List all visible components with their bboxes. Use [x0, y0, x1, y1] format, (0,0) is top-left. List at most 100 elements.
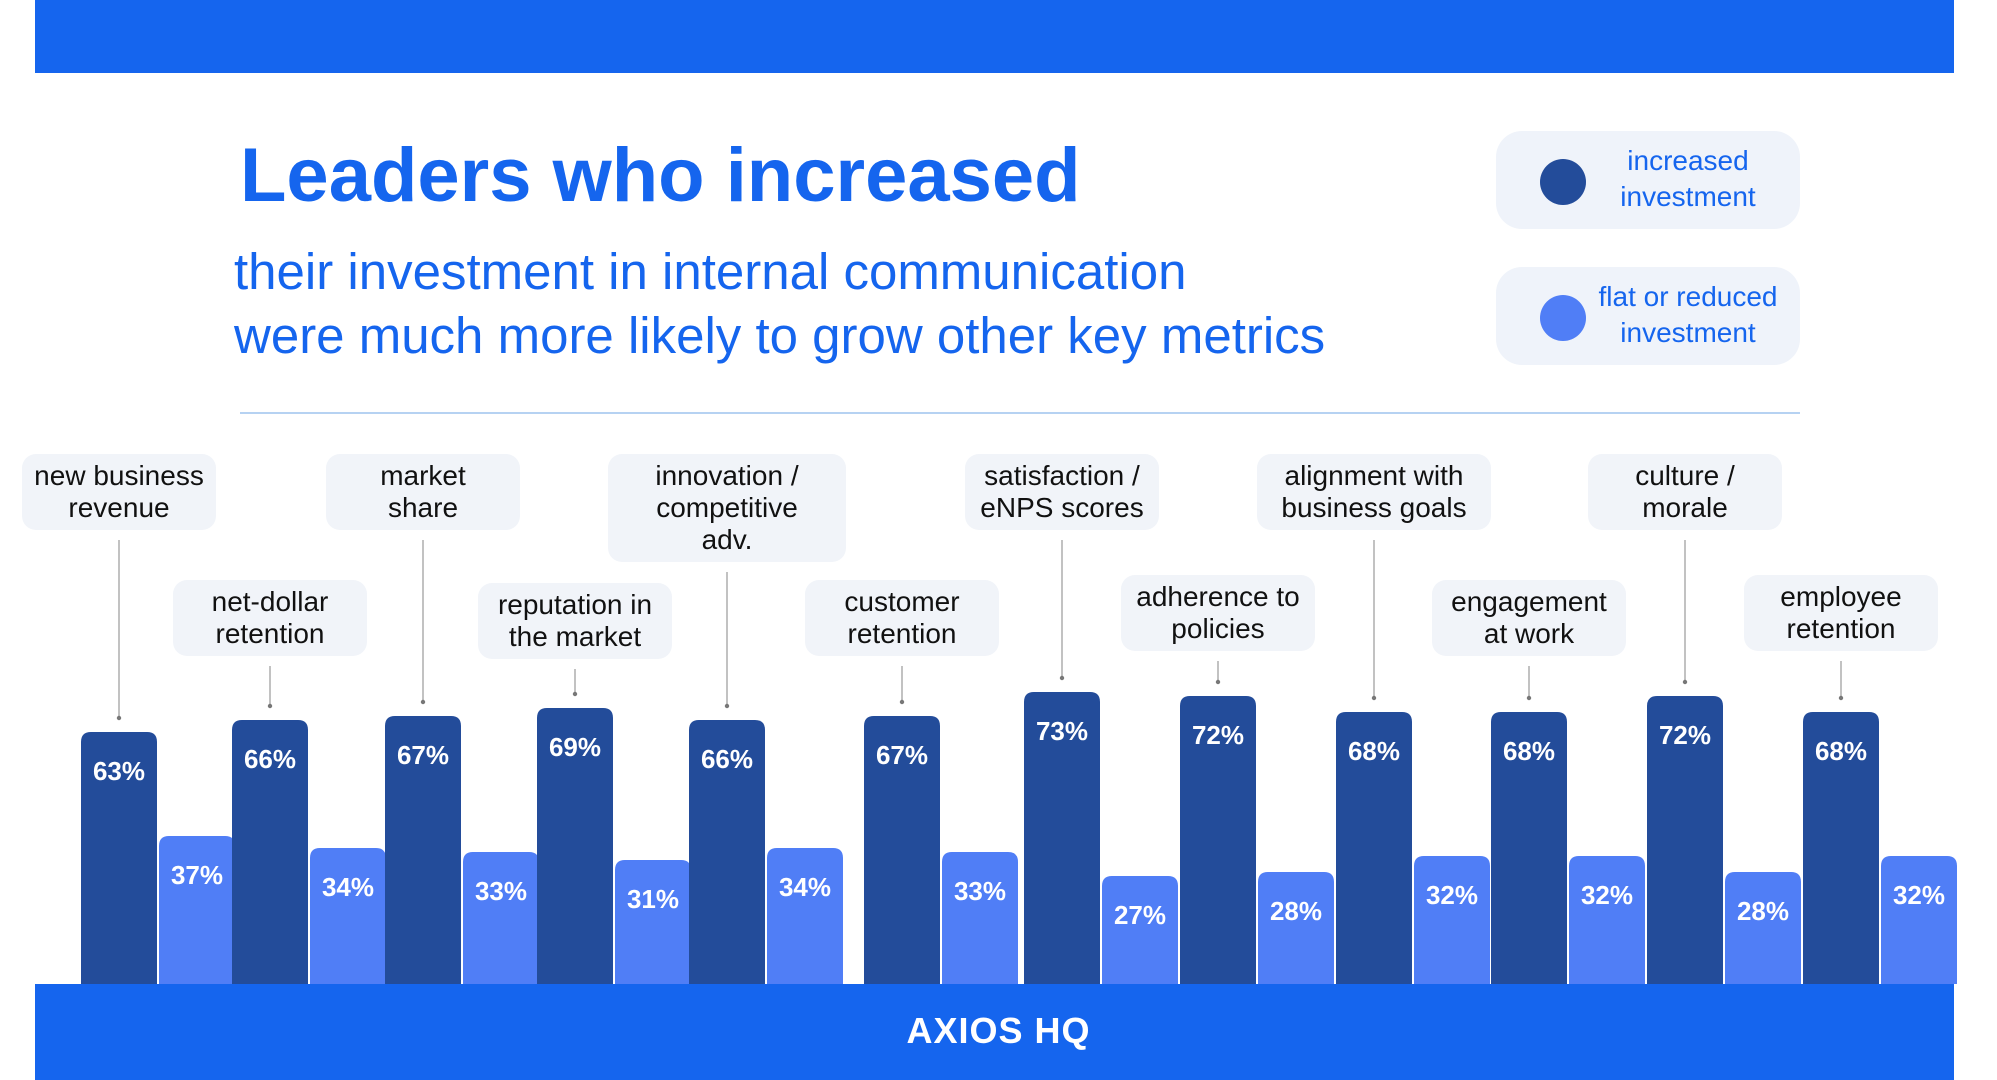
bar-increased-10 — [1491, 712, 1567, 984]
data-label-flat-11: 28% — [1737, 896, 1789, 926]
bar-group-9: 68% 32% — [1336, 712, 1490, 984]
category-label-11-line-1: culture / — [1635, 460, 1735, 491]
bar-increased-2 — [232, 720, 308, 984]
leader-dot-2 — [267, 703, 273, 709]
leader-dot-5 — [724, 703, 730, 709]
category-label-8: adherence to policies — [1121, 575, 1315, 651]
subtitle-line-1: their investment in internal communicati… — [234, 243, 1187, 300]
bar-increased-6 — [864, 716, 940, 984]
leader-dot-9 — [1371, 695, 1377, 701]
data-label-increased-11: 72% — [1659, 720, 1711, 750]
bar-flat-2 — [310, 848, 386, 984]
axios-hq-logo: AXIOS HQ — [906, 1010, 1091, 1051]
legend-item-increased: increased investment — [1496, 131, 1800, 229]
bar-group-1: 63% 37% — [81, 732, 235, 984]
leader-dot-11 — [1682, 679, 1688, 685]
legend-label-flat-line-2: investment — [1620, 317, 1756, 348]
data-label-increased-6: 67% — [876, 740, 928, 770]
category-label-7: satisfaction / eNPS scores — [965, 454, 1159, 530]
chart-subtitle: their investment in internal communicati… — [234, 240, 1325, 368]
category-label-6-line-2: retention — [847, 618, 957, 649]
data-label-flat-4: 31% — [627, 884, 679, 914]
category-label-6-line-1: customer — [844, 586, 960, 617]
category-label-3-line-2: share — [387, 492, 459, 523]
subtitle-line-2: were much more likely to grow other key … — [234, 307, 1326, 364]
data-label-flat-5: 34% — [779, 872, 831, 902]
header-divider — [240, 412, 1800, 414]
category-label-5-line-1: innovation / — [655, 460, 799, 491]
bar-increased-11 — [1647, 696, 1723, 984]
category-label-9-line-2: business goals — [1281, 492, 1467, 523]
data-label-increased-12: 68% — [1815, 736, 1867, 766]
category-label-9: alignment with business goals — [1257, 454, 1491, 530]
bar-group-11: 72% 28% — [1647, 696, 1801, 984]
legend-label-flat-line-1: flat or reduced — [1598, 281, 1778, 312]
leader-dot-12 — [1838, 695, 1844, 701]
bar-flat-6 — [942, 852, 1018, 984]
bar-flat-3 — [463, 852, 539, 984]
bar-flat-1 — [159, 836, 235, 984]
category-label-7-line-2: eNPS scores — [980, 492, 1144, 523]
bar-increased-8 — [1180, 696, 1256, 984]
data-label-flat-10: 32% — [1581, 880, 1633, 910]
leader-dot-8 — [1215, 679, 1221, 685]
bar-group-3: 67% 33% — [385, 716, 539, 984]
category-label-5-line-3: adv. — [701, 524, 753, 555]
category-label-2-line-1: net-dollar — [211, 586, 329, 617]
category-label-1-line-2: revenue — [68, 492, 170, 523]
data-label-flat-8: 28% — [1270, 896, 1322, 926]
category-label-7-line-1: satisfaction / — [984, 460, 1140, 491]
data-label-flat-2: 34% — [322, 872, 374, 902]
legend-label-increased-line-1: increased — [1627, 145, 1749, 176]
data-label-flat-3: 33% — [475, 876, 527, 906]
data-label-increased-9: 68% — [1348, 736, 1400, 766]
leader-dot-4 — [572, 691, 578, 697]
category-label-9-line-1: alignment with — [1284, 460, 1464, 491]
legend-label-increased-line-2: investment — [1620, 181, 1756, 212]
data-label-flat-9: 32% — [1426, 880, 1478, 910]
bar-increased-7 — [1024, 692, 1100, 984]
data-label-increased-8: 72% — [1192, 720, 1244, 750]
category-label-11: culture / morale — [1588, 454, 1782, 530]
top-banner — [35, 0, 1954, 73]
bar-increased-5 — [689, 720, 765, 984]
bar-group-8: 72% 28% — [1180, 696, 1334, 984]
data-label-increased-2: 66% — [244, 744, 296, 774]
category-label-12-line-1: employee — [1780, 581, 1902, 612]
data-label-flat-7: 27% — [1114, 900, 1166, 930]
bar-increased-4 — [537, 708, 613, 984]
bar-increased-3 — [385, 716, 461, 984]
category-label-4-line-2: the market — [508, 621, 642, 652]
data-label-flat-1: 37% — [171, 860, 223, 890]
bar-flat-7 — [1102, 876, 1178, 984]
bar-flat-10 — [1569, 856, 1645, 984]
leader-dot-10 — [1526, 695, 1532, 701]
legend-swatch-increased — [1540, 159, 1586, 205]
bar-group-2: 66% 34% — [232, 720, 386, 984]
category-label-12: employee retention — [1744, 575, 1938, 651]
category-label-10-line-2: at work — [1483, 618, 1575, 649]
leader-dot-1 — [116, 715, 122, 721]
bar-increased-1 — [81, 732, 157, 984]
data-label-flat-6: 33% — [954, 876, 1006, 906]
category-label-5-line-2: competitive — [656, 492, 798, 523]
leader-dot-3 — [420, 699, 426, 705]
bar-flat-8 — [1258, 872, 1334, 984]
category-label-10: engagement at work — [1432, 580, 1626, 656]
data-label-increased-5: 66% — [701, 744, 753, 774]
bar-flat-12 — [1881, 856, 1957, 984]
category-label-4: reputation in the market — [478, 583, 672, 659]
data-label-increased-7: 73% — [1036, 716, 1088, 746]
footer-banner — [35, 984, 1954, 1080]
bar-flat-11 — [1725, 872, 1801, 984]
category-label-2: net-dollar retention — [173, 580, 367, 656]
category-label-1-line-1: new business — [34, 460, 204, 491]
category-label-5: innovation / competitive adv. — [608, 454, 846, 562]
bar-flat-5 — [767, 848, 843, 984]
bar-group-5: 66% 34% — [689, 720, 843, 984]
category-label-1: new business revenue — [22, 454, 216, 530]
bar-flat-4 — [615, 860, 691, 984]
category-label-4-line-1: reputation in — [497, 589, 653, 620]
data-label-increased-4: 69% — [549, 732, 601, 762]
